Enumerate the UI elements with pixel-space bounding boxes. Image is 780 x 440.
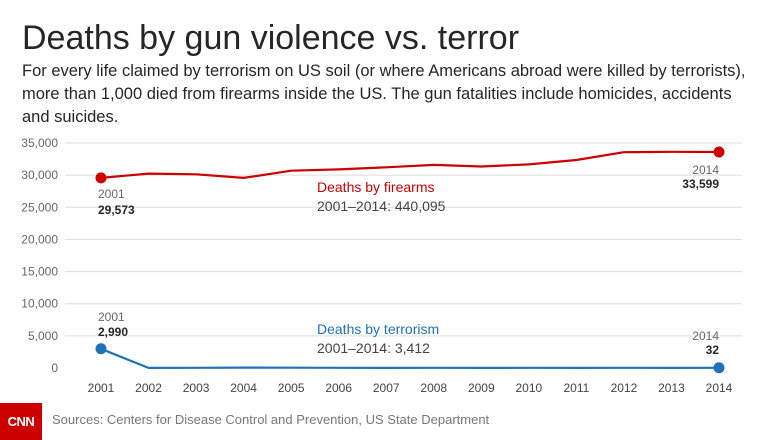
data-point-firearms-2014: [713, 146, 725, 158]
y-tick-label-5000: 5,000: [28, 329, 58, 343]
cnn-logo[interactable]: CNN: [0, 403, 42, 440]
end-year-label-firearms: 2014: [692, 163, 719, 177]
x-tick-label-2009: 2009: [468, 381, 495, 395]
series-total-firearms: 2001–2014: 440,095: [317, 198, 446, 214]
series-label-terrorism: Deaths by terrorism: [317, 321, 439, 337]
start-year-label-terrorism: 2001: [98, 310, 125, 324]
end-value-label-firearms: 33,599: [682, 177, 719, 191]
start-year-label-firearms: 2001: [98, 187, 125, 201]
x-tick-label-2003: 2003: [183, 381, 210, 395]
y-tick-label-30000: 30,000: [21, 168, 58, 182]
chart-subtitle: For every life claimed by terrorism on U…: [22, 62, 746, 126]
y-tick-label-25000: 25,000: [21, 200, 58, 214]
start-value-label-firearms: 29,573: [98, 203, 135, 217]
line-chart: 0 5,000 10,000 15,000 20,000 25,000 30,000 35,0…: [21, 136, 742, 395]
x-tick-label-2007: 2007: [373, 381, 400, 395]
x-tick-label-2001: 2001: [88, 381, 115, 395]
y-tick-label-20000: 20,000: [21, 232, 58, 246]
x-tick-label-2013: 2013: [658, 381, 685, 395]
data-point-terrorism-2014: [713, 362, 725, 374]
data-point-firearms-2001: [95, 172, 107, 184]
series-label-firearms: Deaths by firearms: [317, 179, 434, 195]
series-total-terrorism: 2001–2014: 3,412: [317, 340, 430, 356]
x-tick-label-2006: 2006: [325, 381, 352, 395]
y-tick-label-35000: 35,000: [21, 136, 58, 150]
y-tick-label-0: 0: [51, 361, 58, 375]
x-tick-label-2005: 2005: [278, 381, 305, 395]
data-point-terrorism-2001: [95, 343, 107, 355]
start-value-label-terrorism: 2,990: [98, 325, 128, 339]
x-tick-label-2010: 2010: [515, 381, 542, 395]
y-tick-label-10000: 10,000: [21, 297, 58, 311]
end-value-label-terrorism: 32: [706, 343, 720, 357]
x-tick-label-2008: 2008: [420, 381, 447, 395]
x-tick-label-2012: 2012: [611, 381, 638, 395]
end-year-label-terrorism: 2014: [692, 329, 719, 343]
y-tick-label-15000: 15,000: [21, 265, 58, 279]
series-line-terrorism: [100, 347, 720, 369]
x-tick-label-2002: 2002: [135, 381, 162, 395]
x-tick-label-2011: 2011: [563, 381, 589, 395]
footer: CNN Sources: Centers for Disease Control…: [0, 403, 780, 440]
chart-title: Deaths by gun violence vs. terror: [22, 19, 520, 57]
x-tick-label-2014: 2014: [706, 381, 733, 395]
series-line-firearms: [100, 150, 720, 179]
source-note: Sources: Centers for Disease Control and…: [52, 412, 490, 427]
x-tick-label-2004: 2004: [230, 381, 257, 395]
